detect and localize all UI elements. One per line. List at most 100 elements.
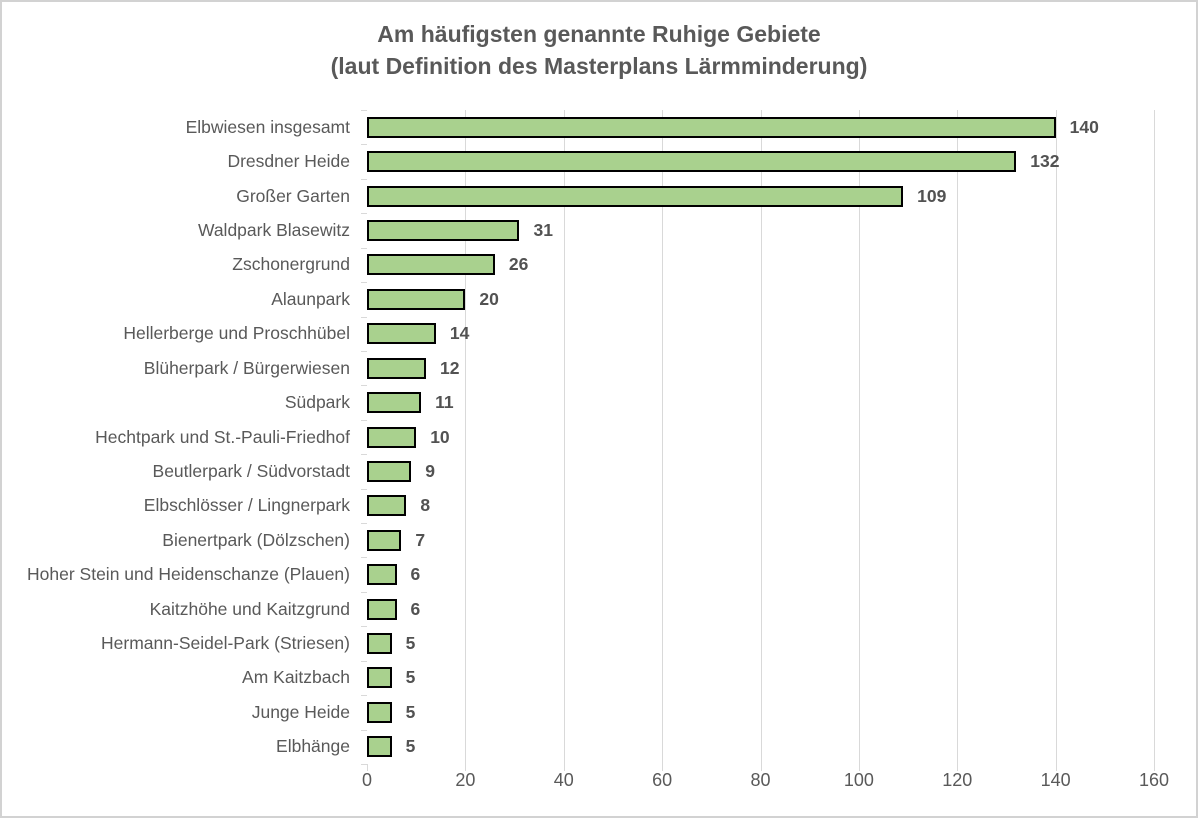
value-label: 5 bbox=[405, 633, 416, 654]
x-axis-tick-mark bbox=[367, 764, 368, 771]
bar-row: 12 bbox=[367, 351, 1154, 385]
bar bbox=[367, 564, 397, 586]
bar-row: 20 bbox=[367, 282, 1154, 316]
x-axis-tick-label: 40 bbox=[553, 770, 574, 790]
x-axis-tick-label: 120 bbox=[942, 770, 973, 790]
y-axis-tick-mark bbox=[361, 178, 367, 180]
x-axis-tick-label: 80 bbox=[750, 770, 771, 790]
chart-title: Am häufigsten genannte Ruhige Gebiete bbox=[377, 21, 821, 47]
gridline bbox=[858, 110, 860, 764]
value-label: 11 bbox=[435, 392, 454, 413]
y-axis-tick-mark bbox=[361, 488, 367, 490]
category-label: Großer Garten bbox=[236, 185, 350, 206]
gridline bbox=[563, 110, 565, 764]
x-axis-tick-label: 0 bbox=[361, 770, 373, 790]
category-label: Bienertpark (Dölzschen) bbox=[162, 529, 350, 550]
bar-row: 5 bbox=[367, 661, 1154, 695]
value-label: 7 bbox=[415, 529, 426, 550]
bar-row: 109 bbox=[367, 179, 1154, 213]
value-label: 5 bbox=[405, 667, 416, 688]
y-axis-tick-mark bbox=[361, 591, 367, 593]
value-label: 109 bbox=[917, 185, 947, 206]
y-axis-tick-mark bbox=[361, 419, 367, 421]
bar-row: 9 bbox=[367, 454, 1154, 488]
y-axis-tick-mark bbox=[361, 695, 367, 697]
value-label: 26 bbox=[508, 254, 529, 275]
bar bbox=[367, 151, 1017, 173]
value-label: 132 bbox=[1030, 151, 1060, 172]
value-label: 6 bbox=[410, 564, 421, 585]
bar bbox=[367, 667, 392, 689]
y-axis-tick-mark bbox=[361, 213, 367, 215]
x-axis-tick-label: 60 bbox=[652, 770, 673, 790]
y-axis-tick-mark bbox=[361, 247, 367, 249]
y-axis-category-labels: Elbwiesen insgesamt Dresdner Heide Großer … bbox=[2, 110, 350, 764]
y-axis-tick-mark bbox=[361, 282, 367, 284]
y-axis-tick-mark bbox=[361, 764, 367, 765]
y-axis-tick-mark bbox=[361, 557, 367, 559]
bar-row: 31 bbox=[367, 213, 1154, 247]
plot-area: 140 132 109 31 26 20 14 12 11 10 9 8 7 6 6 5 5 5 5 bbox=[361, 110, 1155, 771]
bar bbox=[367, 357, 427, 379]
bar bbox=[367, 426, 417, 448]
x-axis-tick-label: 100 bbox=[843, 770, 874, 790]
x-axis-tick-mark bbox=[662, 764, 664, 771]
value-label: 9 bbox=[425, 460, 435, 481]
category-label: Hechtpark und St.-Pauli-Friedhof bbox=[95, 426, 350, 447]
bar bbox=[367, 185, 904, 207]
bar bbox=[367, 460, 412, 482]
bar-row: 5 bbox=[367, 730, 1154, 764]
category-label: Blüherpark / Bürgerwiesen bbox=[143, 357, 350, 378]
x-axis-tick-mark bbox=[858, 764, 860, 771]
category-label: Südpark bbox=[284, 392, 350, 413]
bar-row: 5 bbox=[367, 695, 1154, 729]
bar-row: 8 bbox=[367, 489, 1154, 523]
bar-row: 5 bbox=[367, 626, 1154, 660]
x-axis-tick-mark bbox=[1055, 764, 1057, 771]
chart-subtitle: (laut Definition des Masterplans Lärmmin… bbox=[330, 53, 868, 79]
chart-title-block: Am häufigsten genannte Ruhige Gebiete (l… bbox=[2, 18, 1196, 82]
x-axis-tick-mark bbox=[760, 764, 762, 771]
x-axis-tick-label: 160 bbox=[1138, 770, 1170, 790]
bar-row: 14 bbox=[367, 317, 1154, 351]
category-label: Beutlerpark / Südvorstadt bbox=[152, 460, 350, 481]
category-label: Waldpark Blasewitz bbox=[197, 219, 350, 240]
x-axis-tick-mark bbox=[465, 764, 467, 771]
value-label: 31 bbox=[533, 219, 553, 240]
value-label: 14 bbox=[449, 323, 470, 344]
category-label: Am Kaitzbach bbox=[242, 667, 350, 688]
category-label: Alaunpark bbox=[271, 288, 350, 309]
value-label: 10 bbox=[430, 426, 450, 447]
y-axis-tick-mark bbox=[361, 454, 367, 456]
gridline bbox=[760, 110, 762, 764]
x-axis-tick-label: 140 bbox=[1040, 770, 1071, 790]
bar-row: 140 bbox=[367, 110, 1154, 144]
bar-row: 26 bbox=[367, 248, 1154, 282]
bar-row: 7 bbox=[367, 523, 1154, 557]
bar bbox=[367, 736, 392, 758]
x-axis-tick-mark bbox=[957, 764, 959, 771]
bar bbox=[367, 529, 402, 551]
bar-row: 132 bbox=[367, 144, 1154, 178]
category-label: Elbhänge bbox=[276, 736, 350, 757]
bar bbox=[367, 116, 1056, 138]
bar bbox=[367, 701, 392, 723]
value-label: 12 bbox=[440, 357, 460, 378]
x-axis-tick-mark bbox=[1154, 764, 1155, 771]
y-axis-tick-mark bbox=[361, 385, 367, 387]
x-axis-tick-mark bbox=[563, 764, 565, 771]
value-label: 8 bbox=[420, 495, 431, 516]
y-axis-tick-mark bbox=[361, 110, 367, 111]
gridline bbox=[957, 110, 959, 764]
bar-row: 10 bbox=[367, 420, 1154, 454]
bar bbox=[367, 323, 436, 345]
category-label: Elbwiesen insgesamt bbox=[185, 116, 350, 137]
gridline bbox=[662, 110, 664, 764]
y-axis-tick-mark bbox=[361, 523, 367, 525]
category-label: Hermann-Seidel-Park (Striesen) bbox=[101, 633, 350, 654]
y-axis-tick-mark bbox=[361, 660, 367, 662]
bar-row: 11 bbox=[367, 385, 1154, 419]
gridline bbox=[1055, 110, 1057, 764]
y-axis-tick-mark bbox=[361, 316, 367, 318]
